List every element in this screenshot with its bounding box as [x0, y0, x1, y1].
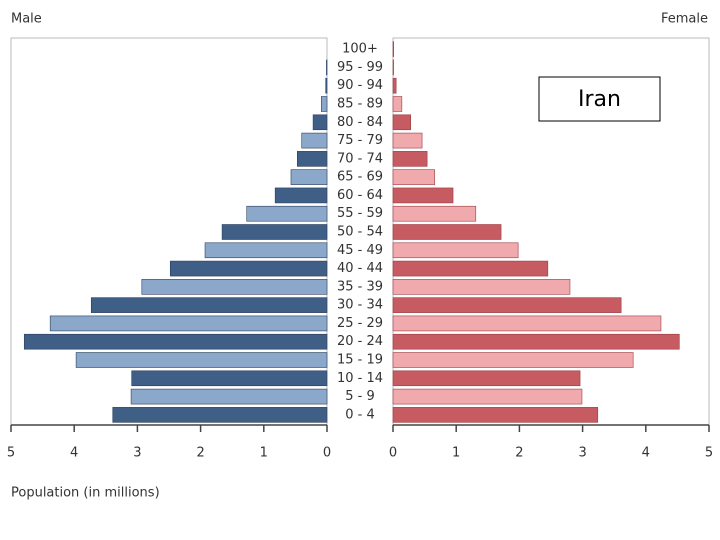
bar: [204, 242, 328, 259]
age-label: 10 - 14: [337, 371, 383, 386]
bar: [325, 77, 328, 94]
age-label: 95 - 99: [337, 60, 383, 75]
bar: [392, 370, 581, 387]
x-tick-label: 4: [642, 446, 650, 461]
age-label: 5 - 9: [345, 389, 375, 404]
bar: [296, 151, 328, 167]
bar: [392, 407, 599, 423]
x-tick-label: 3: [578, 446, 586, 461]
x-tick-label: 3: [133, 446, 141, 461]
legend-male: Male: [11, 12, 42, 27]
bar: [130, 388, 328, 405]
age-label: 50 - 54: [337, 225, 383, 240]
bar: [392, 205, 477, 222]
age-label: 90 - 94: [337, 78, 383, 93]
age-label: 60 - 64: [337, 188, 383, 203]
age-label: 15 - 19: [337, 353, 383, 368]
bar: [75, 352, 328, 368]
annotation-box: [538, 76, 661, 122]
bar: [290, 169, 328, 185]
x-tick-label: 2: [196, 446, 204, 461]
age-label: 70 - 74: [337, 151, 383, 166]
bar: [392, 41, 394, 57]
bar: [326, 59, 328, 76]
bar: [392, 388, 583, 405]
bar: [131, 370, 328, 387]
age-label: 65 - 69: [337, 170, 383, 185]
legend-female: Female: [661, 12, 708, 27]
x-tick-label: 0: [323, 446, 331, 461]
bar: [141, 279, 328, 295]
bar: [392, 279, 571, 295]
age-label: 75 - 79: [337, 133, 383, 148]
bar: [169, 260, 328, 277]
x-tick-label: 5: [7, 446, 15, 461]
bar: [392, 132, 423, 149]
bar: [392, 169, 436, 185]
x-tick-label: 2: [515, 446, 523, 461]
age-label: 30 - 34: [337, 298, 383, 313]
bar: [221, 224, 328, 240]
age-label: 80 - 84: [337, 115, 383, 130]
bar: [392, 297, 622, 313]
bar: [392, 77, 397, 94]
bar: [392, 114, 411, 131]
x-tick-label: 0: [389, 446, 397, 461]
age-label: 25 - 29: [337, 316, 383, 331]
bar: [392, 260, 549, 277]
annotation: Iran: [578, 87, 621, 112]
bar: [392, 96, 403, 112]
age-label: 45 - 49: [337, 243, 383, 258]
age-label: 55 - 59: [337, 206, 383, 221]
bar: [392, 187, 454, 204]
x-tick-label: 5: [705, 446, 713, 461]
bar: [112, 407, 328, 423]
bar: [392, 224, 502, 240]
bar: [392, 59, 394, 76]
x-tick-label: 4: [70, 446, 78, 461]
bar: [90, 297, 328, 313]
bar: [274, 187, 328, 204]
age-label: 85 - 89: [337, 97, 383, 112]
bar: [392, 333, 680, 350]
bar: [301, 132, 328, 149]
bar: [49, 315, 328, 332]
x-tick-label: 1: [260, 446, 268, 461]
x-tick-label: 1: [452, 446, 460, 461]
bar: [246, 205, 328, 222]
age-label: 40 - 44: [337, 261, 383, 276]
bar: [392, 151, 428, 167]
bar: [392, 315, 662, 332]
age-label: 100+: [342, 42, 378, 57]
bar: [392, 242, 519, 259]
x-axis-title: Population (in millions): [11, 486, 160, 501]
bar: [392, 352, 634, 368]
age-label: 35 - 39: [337, 279, 383, 294]
bar: [23, 333, 328, 350]
age-label: 0 - 4: [345, 407, 375, 422]
bar: [312, 114, 328, 131]
age-label: 20 - 24: [337, 334, 383, 349]
bar: [321, 96, 328, 112]
